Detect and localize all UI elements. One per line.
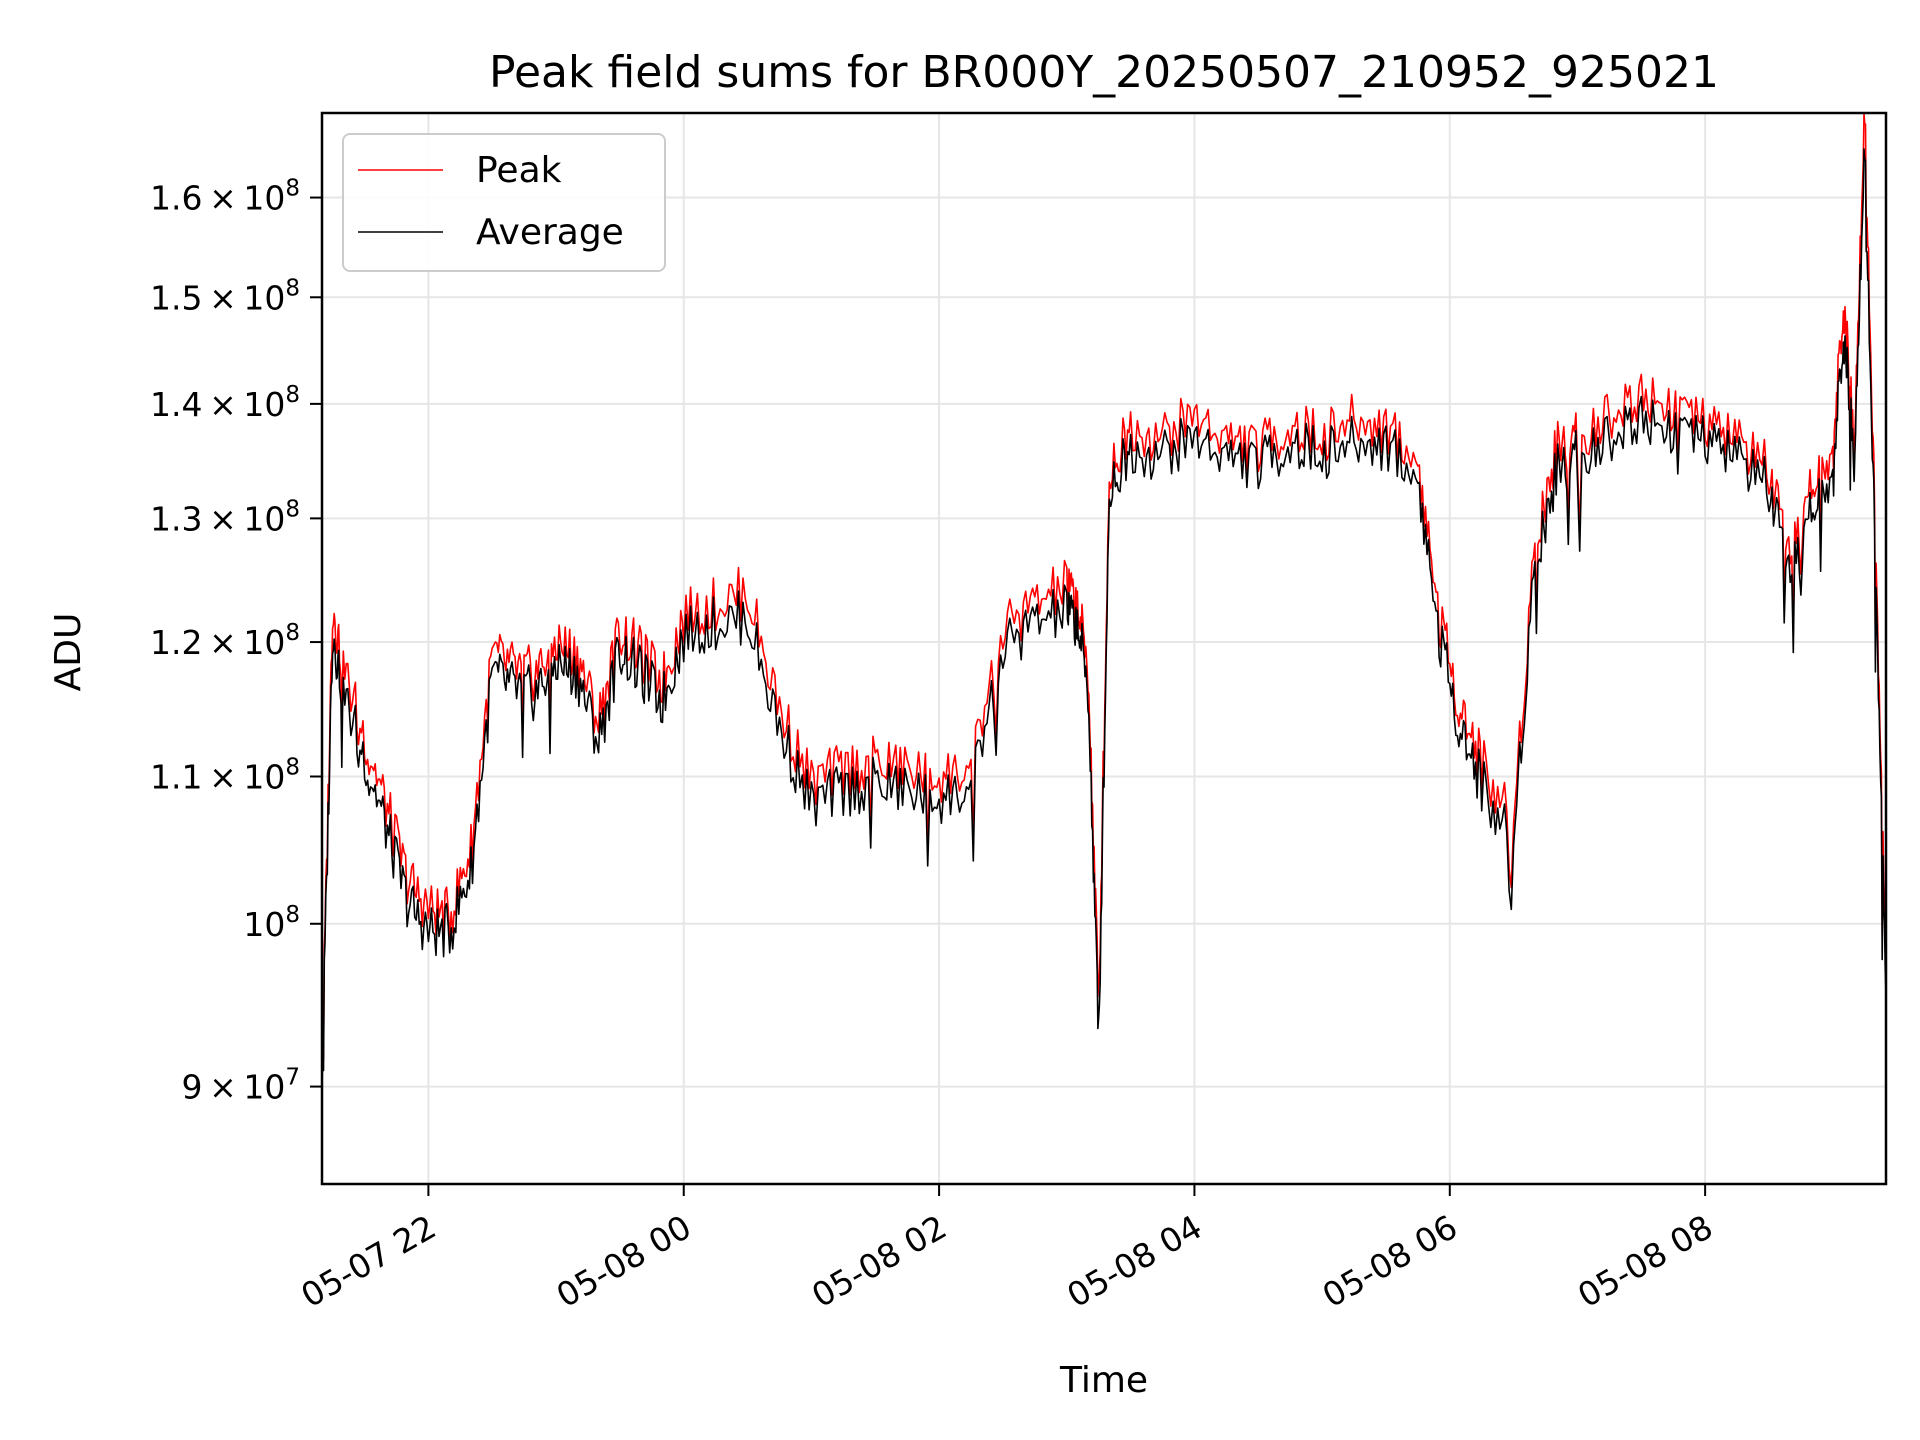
legend-box	[342, 133, 666, 272]
y-axis-label: ADU	[48, 613, 89, 692]
y-tick-label: 1.1 × 108	[150, 755, 300, 797]
y-tick-label: 1.5 × 108	[150, 275, 300, 317]
y-tick-label: 1.4 × 108	[150, 382, 300, 424]
plot-frame	[320, 111, 1888, 1186]
series-layer	[322, 113, 1886, 1091]
y-tick-label: 1.2 × 108	[150, 620, 300, 662]
y-tick-label: 9 × 107	[182, 1065, 300, 1107]
chart-title: Peak field sums for BR000Y_20250507_2109…	[489, 47, 1719, 98]
y-tick-label: 1.3 × 108	[150, 496, 300, 538]
legend-label-peak: Peak	[476, 150, 562, 191]
legend-label-average: Average	[476, 212, 624, 253]
x-axis-label: Time	[1059, 1360, 1148, 1401]
series-line-average	[322, 148, 1886, 1091]
y-tick-label: 108	[243, 902, 300, 944]
legend: Peak Average	[342, 133, 666, 272]
grid	[322, 113, 1886, 1184]
y-tick-label: 1.6 × 108	[150, 176, 300, 218]
y-axis: 9 × 107 108 1.1 × 108 1.2 × 108 1.3 × 108 1.4…	[150, 176, 322, 1107]
